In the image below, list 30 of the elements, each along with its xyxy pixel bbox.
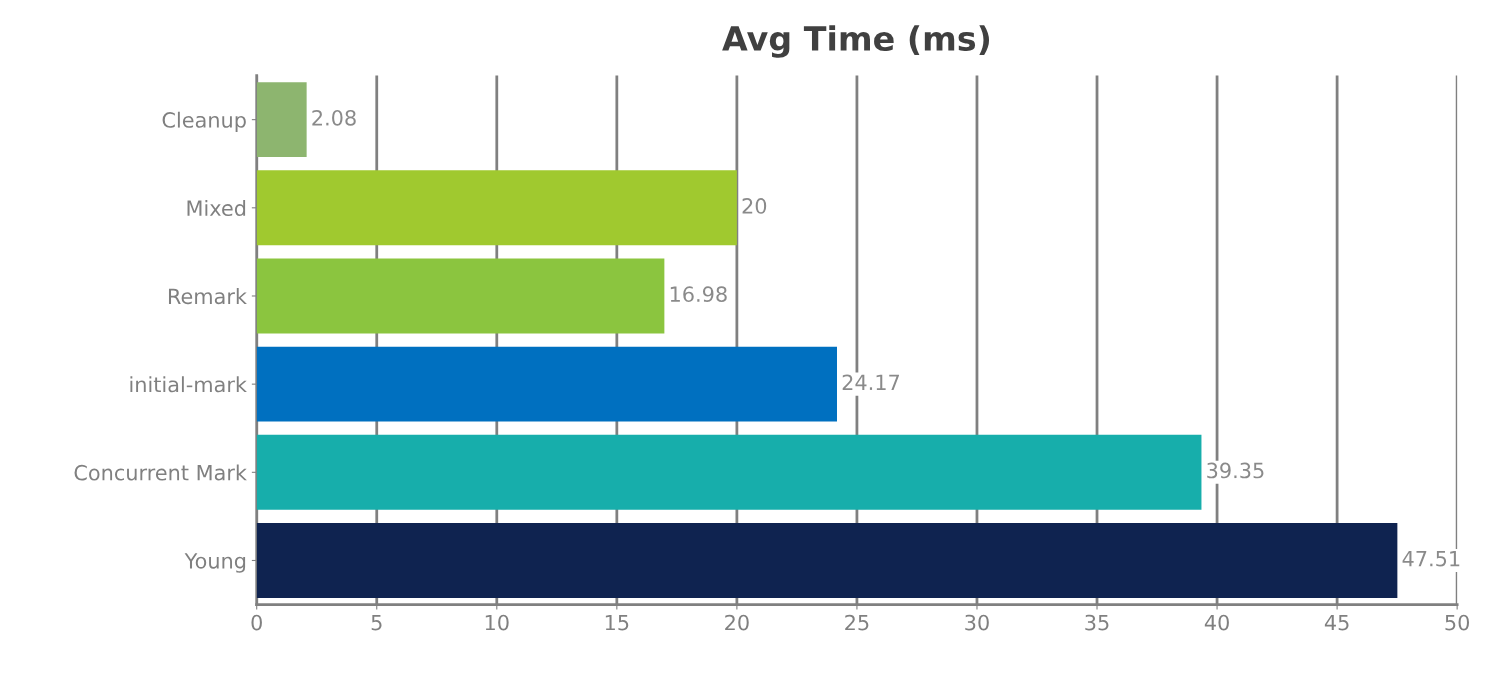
bar — [256, 82, 307, 158]
x-tick-label: 40 — [1204, 614, 1229, 631]
x-tick-label: 20 — [725, 614, 749, 631]
x-tick-label: 50 — [1445, 614, 1470, 631]
y-tick-label: Young — [184, 553, 246, 573]
bar — [256, 434, 1202, 510]
y-tick-label: Remark — [168, 288, 247, 305]
x-tick-label: 35 — [1085, 614, 1109, 631]
y-tick-label: initial-mark — [130, 376, 247, 393]
data-label: 24.17 — [842, 374, 900, 390]
x-tick-label: 0 — [251, 614, 262, 631]
x-tick-label: 15 — [605, 614, 629, 631]
x-tick-label: 30 — [965, 614, 989, 631]
data-label: 2.08 — [312, 109, 356, 126]
bar — [256, 170, 737, 246]
bar — [256, 258, 665, 334]
x-tick-label: 5 — [371, 614, 382, 631]
x-tick-label: 10 — [485, 614, 509, 631]
bar — [256, 523, 1398, 598]
data-label: 47.51 — [1402, 551, 1460, 567]
y-tick-label: Concurrent Mark — [74, 464, 247, 481]
data-label: 20 — [742, 198, 767, 214]
y-tick-label: Cleanup — [162, 111, 246, 132]
data-label: 39.35 — [1207, 462, 1264, 479]
x-tick-label: 45 — [1324, 614, 1349, 631]
chart-title: Avg Time (ms) — [722, 25, 990, 58]
bar — [256, 346, 837, 422]
x-tick-label: 25 — [845, 614, 869, 631]
y-tick-label: Mixed — [187, 199, 246, 217]
data-label: 16.98 — [670, 286, 727, 303]
